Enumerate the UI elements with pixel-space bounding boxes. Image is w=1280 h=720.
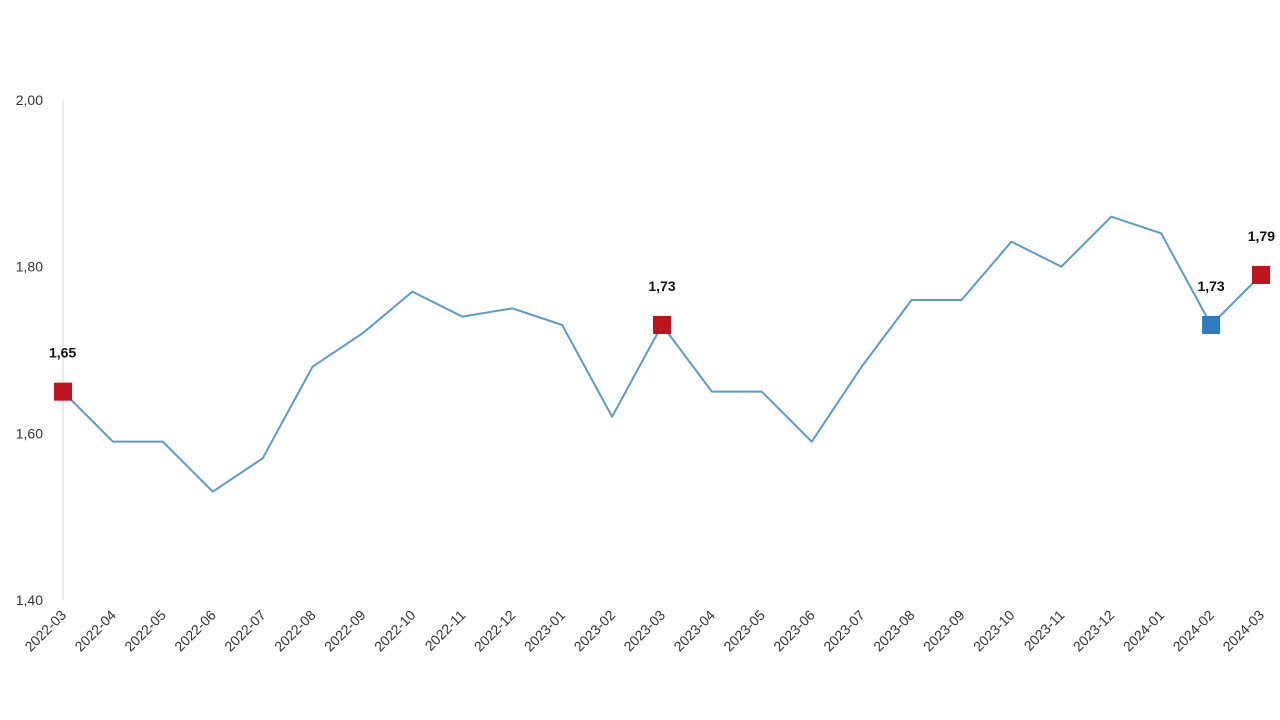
y-tick-label: 1,80: [16, 259, 43, 275]
x-tick-label: 2023-05: [720, 607, 768, 655]
highlight-marker: [1252, 266, 1270, 284]
x-tick-label: 2024-02: [1170, 607, 1218, 655]
x-tick-label: 2023-04: [670, 607, 718, 655]
x-tick-label: 2022-08: [271, 607, 319, 655]
x-tick-label: 2022-10: [371, 607, 419, 655]
x-tick-label: 2023-09: [920, 607, 968, 655]
data-label: 1,73: [648, 278, 675, 294]
x-tick-label: 2022-11: [422, 607, 469, 654]
series-line: [62, 215, 1262, 493]
x-tick-label: 2023-10: [970, 607, 1018, 655]
x-tick-label: 2022-05: [121, 607, 169, 655]
x-tick-label: 2022-07: [221, 607, 269, 655]
x-tick-label: 2022-04: [71, 607, 119, 655]
highlight-marker: [653, 316, 671, 334]
data-label: 1,65: [49, 345, 76, 361]
x-tick-label: 2023-11: [1021, 607, 1068, 654]
x-tick-label: 2023-08: [870, 607, 918, 655]
x-tick-label: 2023-06: [770, 607, 818, 655]
highlight-marker: [1202, 316, 1221, 334]
x-tick-label: 2022-12: [471, 607, 519, 655]
x-tick-label: 2023-01: [521, 607, 569, 655]
x-tick-label: 2024-01: [1120, 607, 1168, 655]
x-tick-label: 2023-03: [620, 607, 668, 655]
y-axis-ticks: 1,40 1,60 1,80 2,00: [16, 92, 43, 608]
y-tick-label: 1,40: [16, 592, 43, 608]
x-tick-label: 2022-06: [171, 607, 219, 655]
data-label: 1,73: [1197, 278, 1224, 294]
data-labels: 1,65 1,73 1,73 1,79: [49, 228, 1275, 361]
x-tick-label: 2024-03: [1219, 607, 1267, 655]
y-tick-label: 2,00: [16, 92, 43, 108]
x-tick-label: 2023-07: [820, 607, 868, 655]
y-tick-label: 1,60: [16, 425, 43, 441]
x-tick-label: 2022-03: [21, 607, 69, 655]
highlight-marker: [54, 382, 72, 401]
x-tick-label: 2023-02: [571, 607, 619, 655]
x-tick-label: 2022-09: [321, 607, 369, 655]
x-tick-label: 2023-12: [1070, 607, 1118, 655]
highlight-markers: [54, 266, 1270, 401]
x-axis-ticks: 2022-03 2022-04 2022-05 2022-06 2022-07 2022-…: [21, 607, 1267, 655]
data-label: 1,79: [1248, 228, 1275, 244]
